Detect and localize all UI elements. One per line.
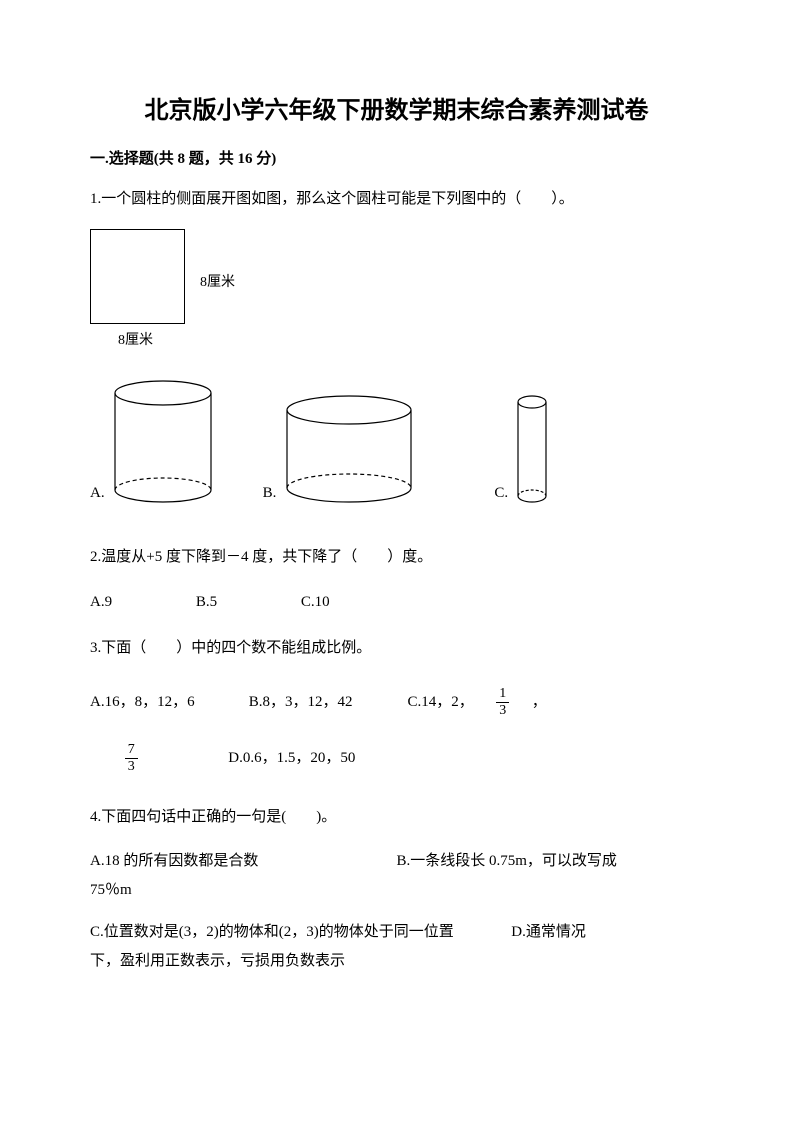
q3-optd: D.0.6，1.5，20，50 [228, 750, 355, 766]
page-title: 北京版小学六年级下册数学期末综合素养测试卷 [90, 90, 703, 125]
q3-frac1-den: 3 [496, 703, 509, 718]
square-label-bottom: 8厘米 [118, 329, 153, 349]
q4-optb-line2: 75％m [90, 876, 703, 905]
q4-optc: C.位置数对是(3，2)的物体和(2，3)的物体处于同一位置 [90, 924, 454, 940]
q4-options: A.18 的所有因数都是合数 B.一条线段长 0.75m，可以改写成 75％m … [90, 847, 703, 975]
q1-opta-label: A. [90, 485, 105, 502]
q1-text: 1.一个圆柱的侧面展开图如图，那么这个圆柱可能是下列图中的（ ）。 [90, 186, 703, 213]
q3-frac1-num: 1 [496, 687, 509, 703]
section-header: 一.选择题(共 8 题，共 16 分) [90, 147, 703, 168]
q1-square-diagram: 8厘米 8厘米 [90, 229, 290, 359]
cylinder-a-icon [113, 379, 213, 504]
q3-optb: B.8，3，12，42 [249, 687, 404, 717]
q2-opta: A.9 [90, 587, 112, 617]
q2-text: 2.温度从+5 度下降到－4 度，共下降了（ ）度。 [90, 544, 703, 571]
q2-options: A.9 B.5 C.10 [90, 587, 703, 617]
q1-cylinder-options: A. B. C. [90, 379, 703, 504]
q1-option-b: B. [263, 394, 415, 504]
q3-optc-prefix: C.14，2， [408, 694, 474, 710]
q4-optd-line1: D.通常情况 [511, 924, 586, 940]
q3-frac2-den: 3 [125, 759, 138, 774]
q3-frac1: 1 3 [496, 687, 509, 718]
q4-text: 4.下面四句话中正确的一句是( )。 [90, 804, 703, 831]
q3-optc-comma: ， [532, 694, 547, 710]
q3-text: 3.下面（ ）中的四个数不能组成比例。 [90, 635, 703, 662]
q4-optd-line2: 下，盈利用正数表示，亏损用负数表示 [90, 947, 703, 976]
q4-optb-line1: B.一条线段长 0.75m，可以改写成 [397, 847, 704, 876]
square-shape [90, 229, 185, 324]
q2-optc: C.10 [301, 587, 330, 617]
q3-options: A.16，8，12，6 B.8，3，12，42 C.14，2， 1 3 ， 7 … [90, 687, 703, 774]
q2-optb: B.5 [196, 587, 217, 617]
q1-optc-label: C. [494, 485, 508, 502]
q1-option-a: A. [90, 379, 213, 504]
q1-optb-label: B. [263, 485, 277, 502]
q3-opta: A.16，8，12，6 [90, 687, 245, 717]
cylinder-c-icon [516, 394, 548, 504]
cylinder-b-icon [284, 394, 414, 504]
square-label-right: 8厘米 [200, 271, 235, 291]
q3-frac2-num: 7 [125, 743, 138, 759]
q4-opta: A.18 的所有因数都是合数 [90, 847, 397, 876]
q3-frac2: 7 3 [125, 743, 138, 774]
q1-option-c: C. [494, 394, 548, 504]
